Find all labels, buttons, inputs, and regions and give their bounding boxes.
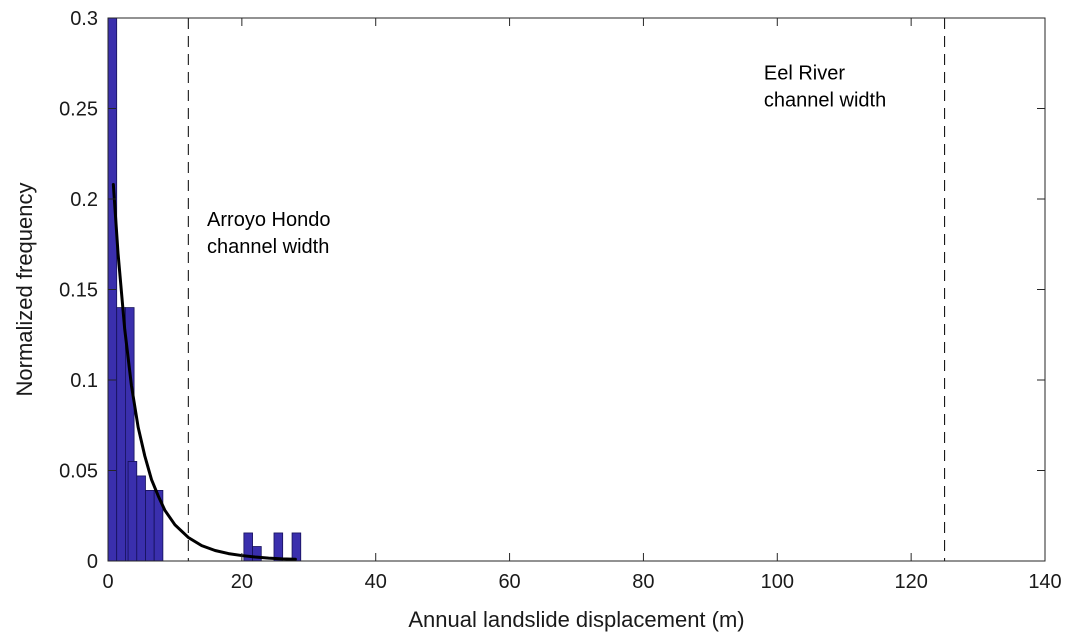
y-tick-labels: 0 0.05 0.1 0.15 0.2 0.25 0.3 xyxy=(59,8,98,573)
histogram-bar xyxy=(127,461,138,562)
annotation-line: channel width xyxy=(207,236,329,258)
x-tick-label: 100 xyxy=(761,571,794,593)
histogram-bar xyxy=(136,475,146,562)
axis-ticks xyxy=(107,17,1046,562)
histogram-bar xyxy=(291,532,302,562)
x-axis-label: Annual landslide displacement (m) xyxy=(408,607,744,632)
x-tick-label: 0 xyxy=(102,571,113,593)
x-tick-label: 140 xyxy=(1028,571,1061,593)
plot-frame xyxy=(107,17,1046,562)
reference-lines xyxy=(187,18,946,561)
histogram-bar xyxy=(145,490,155,562)
fit-curve-layer xyxy=(111,183,297,561)
x-tick-labels: 0 20 40 60 80 100 120 140 xyxy=(102,571,1061,593)
y-tick-label: 0.3 xyxy=(70,8,98,30)
annotation-line: Eel River xyxy=(764,63,845,85)
y-axis-label: Normalized frequency xyxy=(12,183,37,397)
annotation-line: Arroyo Hondo xyxy=(207,209,330,231)
y-tick-label: 0.2 xyxy=(70,189,98,211)
x-tick-label: 40 xyxy=(365,571,387,593)
fit-curve xyxy=(111,183,297,561)
histogram-bar xyxy=(273,532,284,562)
x-tick-label: 20 xyxy=(231,571,253,593)
annotation-line: channel width xyxy=(764,90,886,112)
annotation-text: Eel River channel width xyxy=(764,63,886,112)
y-tick-label: 0.1 xyxy=(70,370,98,392)
y-tick-label: 0.05 xyxy=(59,461,98,483)
histogram-bars xyxy=(107,17,302,562)
x-tick-label: 60 xyxy=(498,571,520,593)
histogram-bar xyxy=(116,307,126,562)
y-tick-label: 0.15 xyxy=(59,280,98,302)
annotations: Arroyo Hondo channel width Eel River channe… xyxy=(207,63,886,259)
x-tick-label: 120 xyxy=(894,571,927,593)
y-tick-label: 0.25 xyxy=(59,99,98,121)
x-tick-label: 80 xyxy=(632,571,654,593)
y-tick-label: 0 xyxy=(87,551,98,573)
annotation-text: Arroyo Hondo channel width xyxy=(207,209,330,258)
